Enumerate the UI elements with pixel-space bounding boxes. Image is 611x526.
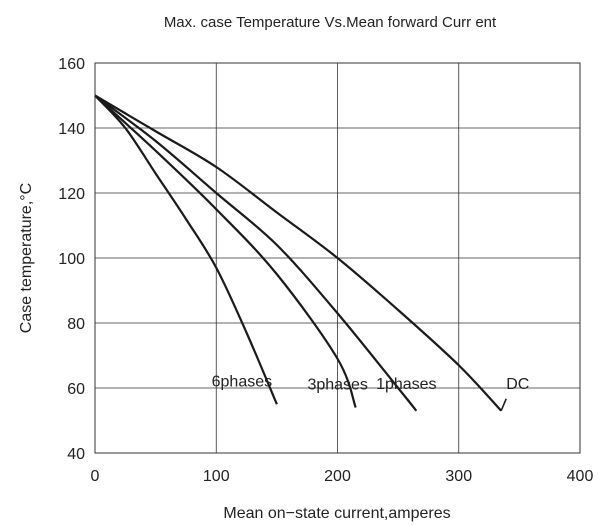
x-axis-ticks: 0 100 200 300 400 (91, 468, 594, 485)
y-tick-label: 80 (67, 316, 85, 333)
series-labels: 6phases 3phases 1phases DC (212, 373, 529, 412)
series-label-6phases: 6phases (212, 373, 273, 390)
y-tick-label: 160 (58, 56, 85, 73)
series-label-3phases: 3phases (307, 377, 368, 394)
x-tick-label: 0 (91, 468, 100, 485)
chart-title: Max. case Temperature Vs.Mean forward Cu… (164, 14, 497, 31)
x-tick-label: 100 (203, 468, 230, 485)
x-tick-label: 400 (567, 468, 594, 485)
series-leader-1phases (406, 398, 417, 412)
series-label-dc: DC (506, 376, 529, 393)
series-label-1phases: 1phases (376, 376, 437, 393)
y-tick-label: 60 (67, 381, 85, 398)
plot-frame (94, 62, 581, 454)
series-line-3phases (94, 94, 357, 408)
series-leader-dc (500, 398, 507, 412)
series-line-1phases (94, 94, 418, 412)
x-tick-label: 200 (324, 468, 351, 485)
y-axis-label: Case temperature,°C (18, 183, 35, 333)
series-line-6phases (94, 94, 278, 405)
y-tick-label: 40 (67, 446, 85, 463)
y-axis-ticks: 40 60 80 100 120 140 160 (58, 56, 85, 463)
x-tick-label: 300 (445, 468, 472, 485)
x-axis-label: Mean on−state current,amperes (223, 505, 450, 522)
y-tick-label: 140 (58, 121, 85, 138)
y-tick-label: 120 (58, 186, 85, 203)
y-tick-label: 100 (58, 251, 85, 268)
series-line-dc (94, 94, 502, 412)
series-group (94, 94, 502, 412)
